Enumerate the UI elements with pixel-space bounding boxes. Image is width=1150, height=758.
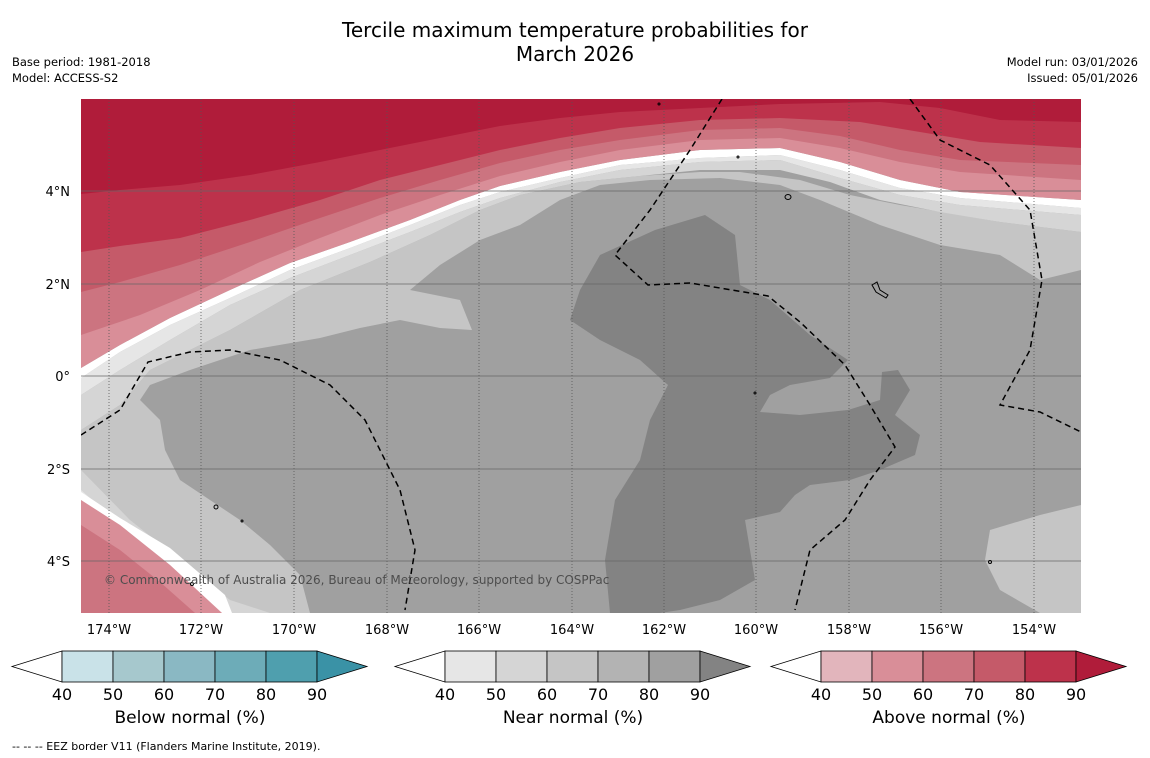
x-tick-labels: 174°W 172°W 170°W 168°W 166°W 164°W 162°… bbox=[87, 623, 1056, 638]
colorbar-tick-label: 70 bbox=[964, 685, 984, 704]
field-near-60-upper bbox=[81, 172, 1081, 613]
y-tick-labels: 4°N 2°N 0° 2°S 4°S bbox=[46, 185, 71, 570]
colorbar-tick-label: 90 bbox=[1066, 685, 1086, 704]
colorbar-label-below: Below normal (%) bbox=[114, 708, 266, 728]
x-tick: 162°W bbox=[642, 623, 686, 638]
y-tick: 2°S bbox=[47, 463, 70, 478]
colorbar-max-extend bbox=[316, 650, 369, 683]
colorbar-segment bbox=[495, 650, 548, 683]
meta-left: Base period: 1981-2018 Model: ACCESS-S2 bbox=[12, 54, 151, 86]
x-tick: 166°W bbox=[457, 623, 501, 638]
base-period: Base period: 1981-2018 bbox=[12, 55, 151, 69]
colorbar-label-above: Above normal (%) bbox=[872, 708, 1026, 728]
model-name: Model: ACCESS-S2 bbox=[12, 71, 119, 85]
colorbar-above-normal: 40 50 60 70 80 90 bbox=[769, 650, 1128, 704]
colorbar-segment bbox=[546, 650, 599, 683]
colorbar-segment bbox=[1024, 650, 1077, 683]
colorbar-tick-label: 40 bbox=[435, 685, 455, 704]
x-tick: 158°W bbox=[827, 623, 871, 638]
colorbar-min-extend bbox=[769, 650, 822, 683]
colorbar-segment bbox=[973, 650, 1026, 683]
map-title: Tercile maximum temperature probabilitie… bbox=[0, 18, 1150, 66]
title-line-2: March 2026 bbox=[515, 42, 635, 66]
field-near-50 bbox=[81, 160, 1081, 613]
colorbar-tick-label: 90 bbox=[307, 685, 327, 704]
field-white-lower bbox=[81, 492, 232, 613]
y-tick: 2°N bbox=[46, 278, 71, 293]
colorbar-tick-label: 70 bbox=[588, 685, 608, 704]
colorbar-segment bbox=[922, 650, 975, 683]
colorbar-segment bbox=[444, 650, 497, 683]
field-above-sw-70 bbox=[81, 525, 195, 613]
colorbar-segment bbox=[820, 650, 873, 683]
colorbar-tick-label: 60 bbox=[913, 685, 933, 704]
colorbar-tick-label: 60 bbox=[537, 685, 557, 704]
x-tick: 160°W bbox=[734, 623, 778, 638]
x-tick: 154°W bbox=[1012, 623, 1056, 638]
x-tick: 164°W bbox=[550, 623, 594, 638]
footer-note: -- -- -- EEZ border V11 (Flanders Marine… bbox=[12, 740, 321, 753]
x-tick: 170°W bbox=[272, 623, 316, 638]
x-tick: 156°W bbox=[919, 623, 963, 638]
copyright-text: © Commonwealth of Australia 2026, Bureau… bbox=[104, 573, 609, 587]
model-run: Model run: 03/01/2026 bbox=[1006, 55, 1138, 69]
colorbar-min-extend bbox=[393, 650, 446, 683]
colorbar-segment bbox=[597, 650, 650, 683]
colorbar-tick-label: 40 bbox=[52, 685, 72, 704]
field-near-60-lower bbox=[985, 505, 1081, 613]
field-near-40 bbox=[81, 155, 1081, 613]
y-tick: 0° bbox=[55, 370, 70, 385]
colorbar-segment bbox=[61, 650, 114, 683]
colorbar-tick-label: 50 bbox=[862, 685, 882, 704]
colorbar-segment bbox=[871, 650, 924, 683]
colorbar-tick-label: 80 bbox=[256, 685, 276, 704]
title-line-1: Tercile maximum temperature probabilitie… bbox=[342, 18, 808, 42]
colorbar-segment bbox=[265, 650, 318, 683]
islands bbox=[190, 102, 992, 586]
colorbar-max-extend bbox=[699, 650, 752, 683]
x-tick: 172°W bbox=[179, 623, 223, 638]
x-tick: 168°W bbox=[365, 623, 409, 638]
colorbar-segment bbox=[214, 650, 267, 683]
colorbar-tick-label: 40 bbox=[811, 685, 831, 704]
eez-borders bbox=[81, 99, 1081, 611]
meta-right: Model run: 03/01/2026 Issued: 05/01/2026 bbox=[1007, 54, 1138, 86]
y-tick: 4°N bbox=[46, 185, 71, 200]
y-tick: 4°S bbox=[47, 555, 70, 570]
probability-field bbox=[81, 99, 1081, 613]
issued-date: Issued: 05/01/2026 bbox=[1027, 71, 1138, 85]
colorbar-tick-label: 90 bbox=[690, 685, 710, 704]
parallels bbox=[81, 190, 1081, 562]
colorbar-tick-label: 80 bbox=[639, 685, 659, 704]
x-tick: 174°W bbox=[87, 623, 131, 638]
colorbar-tick-label: 50 bbox=[103, 685, 123, 704]
colorbar-max-extend bbox=[1075, 650, 1128, 683]
colorbar-tick-label: 50 bbox=[486, 685, 506, 704]
colorbar-tick-label: 70 bbox=[205, 685, 225, 704]
colorbar-near-normal: 40 50 60 70 80 90 bbox=[393, 650, 752, 704]
colorbar-tick-label: 60 bbox=[154, 685, 174, 704]
colorbar-tick-label: 80 bbox=[1015, 685, 1035, 704]
colorbar-segment bbox=[112, 650, 165, 683]
colorbar-below-normal: 40 50 60 70 80 90 bbox=[10, 650, 369, 704]
field-near-90 bbox=[570, 215, 920, 613]
colorbar-segment bbox=[648, 650, 701, 683]
colorbar-segment bbox=[163, 650, 216, 683]
field-above-90 bbox=[81, 99, 1081, 194]
colorbar-min-extend bbox=[10, 650, 63, 683]
colorbar-label-near: Near normal (%) bbox=[502, 708, 644, 728]
